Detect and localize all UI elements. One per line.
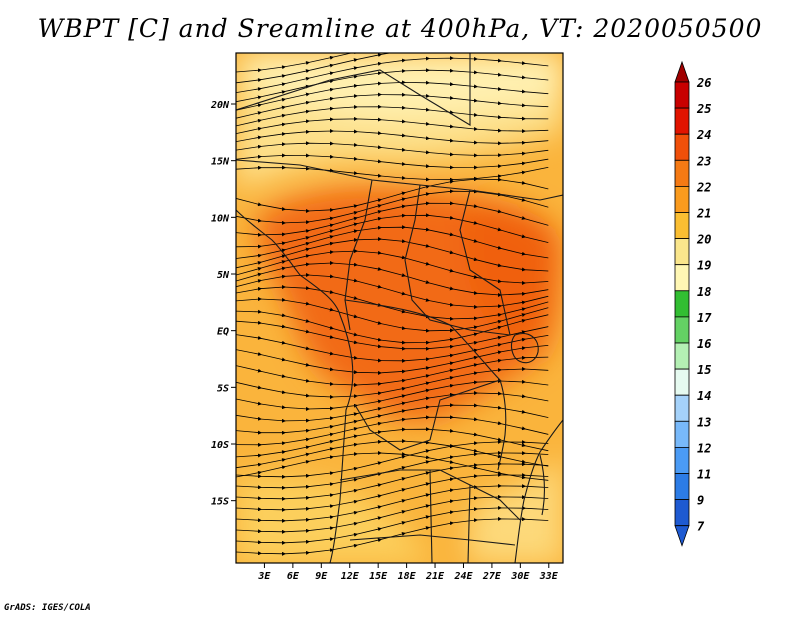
lake-tanganyika bbox=[497, 379, 507, 471]
lat-tick-label: 15N bbox=[211, 157, 230, 168]
colorbar-segment bbox=[674, 159, 690, 187]
border-north bbox=[236, 53, 471, 126]
border-south-2 bbox=[349, 534, 516, 546]
colorbar-segment bbox=[674, 446, 690, 474]
colorbar-label: 11 bbox=[697, 468, 711, 482]
lon-tick-label: 33E bbox=[539, 571, 559, 582]
chart-title: WBPT [C] and Sreamline at 400hPa, VT: 20… bbox=[37, 14, 763, 43]
lake-malawi bbox=[539, 454, 545, 516]
border-central-1 bbox=[344, 179, 373, 331]
lat-tick-label: 5N bbox=[217, 270, 230, 281]
colorbar-segment bbox=[674, 238, 690, 266]
lat-tick-label: EQ bbox=[217, 327, 229, 338]
lat-tick-label: 10N bbox=[211, 213, 230, 224]
coastlines-borders bbox=[236, 53, 563, 563]
colorbar-segment bbox=[674, 212, 690, 240]
map-plot-area bbox=[236, 53, 563, 563]
lon-tick-label: 30E bbox=[510, 571, 530, 582]
colorbar-label: 19 bbox=[697, 259, 711, 273]
colorbar-top-arrow bbox=[674, 60, 690, 83]
colorbar-segment bbox=[674, 394, 690, 422]
lon-tick-label: 15E bbox=[369, 571, 388, 582]
colorbar-label: 15 bbox=[697, 363, 711, 377]
lon-tick-label: 12E bbox=[341, 571, 360, 582]
colorbar: 26 25 24 23 22 21 20 19 18 17 16 15 14 13 12 11 9 7 bbox=[674, 60, 712, 547]
colorbar-segment bbox=[674, 133, 690, 161]
lon-tick-label: 9E bbox=[315, 571, 328, 582]
colorbar-label: 22 bbox=[696, 180, 711, 194]
border-vertical-a bbox=[429, 469, 433, 563]
colorbar-segment bbox=[674, 290, 690, 318]
colorbar-label: 25 bbox=[696, 102, 711, 116]
colorbar-segment bbox=[674, 499, 690, 527]
coastline-west-africa bbox=[236, 209, 354, 563]
lon-tick-label: 24E bbox=[453, 571, 473, 582]
colorbar-segment bbox=[674, 316, 690, 344]
streamlines bbox=[236, 53, 549, 556]
streamline bbox=[236, 165, 549, 182]
border-south bbox=[339, 469, 521, 521]
colorbar-label: 18 bbox=[697, 285, 711, 299]
lon-tick-label: 3E bbox=[257, 571, 271, 582]
colorbar-label: 13 bbox=[697, 415, 711, 429]
longitude-axis: 3E 6E 9E 12E 15E 18E 21E 24E 27E 30E 33E bbox=[257, 563, 559, 582]
grads-credit: GrADS: IGES/COLA bbox=[4, 603, 91, 613]
lon-tick-label: 6E bbox=[287, 571, 300, 582]
latitude-axis: 20N 15N 10N 5N EQ 5S 10S 15S bbox=[210, 100, 236, 508]
colorbar-label: 23 bbox=[696, 154, 711, 168]
border-vertical-b bbox=[467, 484, 471, 563]
colorbar-label: 14 bbox=[697, 389, 711, 403]
colorbar-segment bbox=[674, 107, 690, 135]
colorbar-label: 26 bbox=[696, 76, 711, 90]
lat-tick-label: 20N bbox=[210, 100, 230, 111]
colorbar-label: 17 bbox=[697, 311, 712, 325]
colorbar-label: 20 bbox=[696, 233, 711, 247]
lon-tick-label: 27E bbox=[482, 571, 502, 582]
lat-tick-label: 5S bbox=[217, 383, 229, 394]
lake-victoria bbox=[510, 333, 539, 364]
colorbar-segment bbox=[674, 368, 690, 396]
lat-tick-label: 15S bbox=[211, 497, 229, 508]
lon-tick-label: 21E bbox=[425, 571, 445, 582]
colorbar-segment bbox=[674, 473, 690, 501]
colorbar-label: 24 bbox=[696, 128, 711, 142]
colorbar-segment bbox=[674, 81, 690, 109]
colorbar-label: 16 bbox=[697, 337, 711, 351]
colorbar-segment bbox=[674, 420, 690, 448]
coastline-east-africa bbox=[514, 419, 563, 563]
border-drc bbox=[344, 299, 502, 451]
colorbar-segment bbox=[674, 185, 690, 213]
map-frame bbox=[235, 52, 564, 564]
colorbar-label: 21 bbox=[696, 207, 711, 221]
lon-tick-label: 18E bbox=[398, 571, 417, 582]
colorbar-segment bbox=[674, 342, 690, 370]
colorbar-label: 12 bbox=[697, 441, 711, 455]
border-central-2 bbox=[404, 184, 511, 336]
lat-tick-label: 10S bbox=[211, 440, 229, 451]
colorbar-bottom-arrow bbox=[674, 525, 690, 547]
colorbar-segment bbox=[674, 264, 690, 292]
border-central-3 bbox=[459, 189, 511, 336]
colorbar-label: 7 bbox=[697, 520, 705, 534]
colorbar-label: 9 bbox=[697, 494, 704, 508]
